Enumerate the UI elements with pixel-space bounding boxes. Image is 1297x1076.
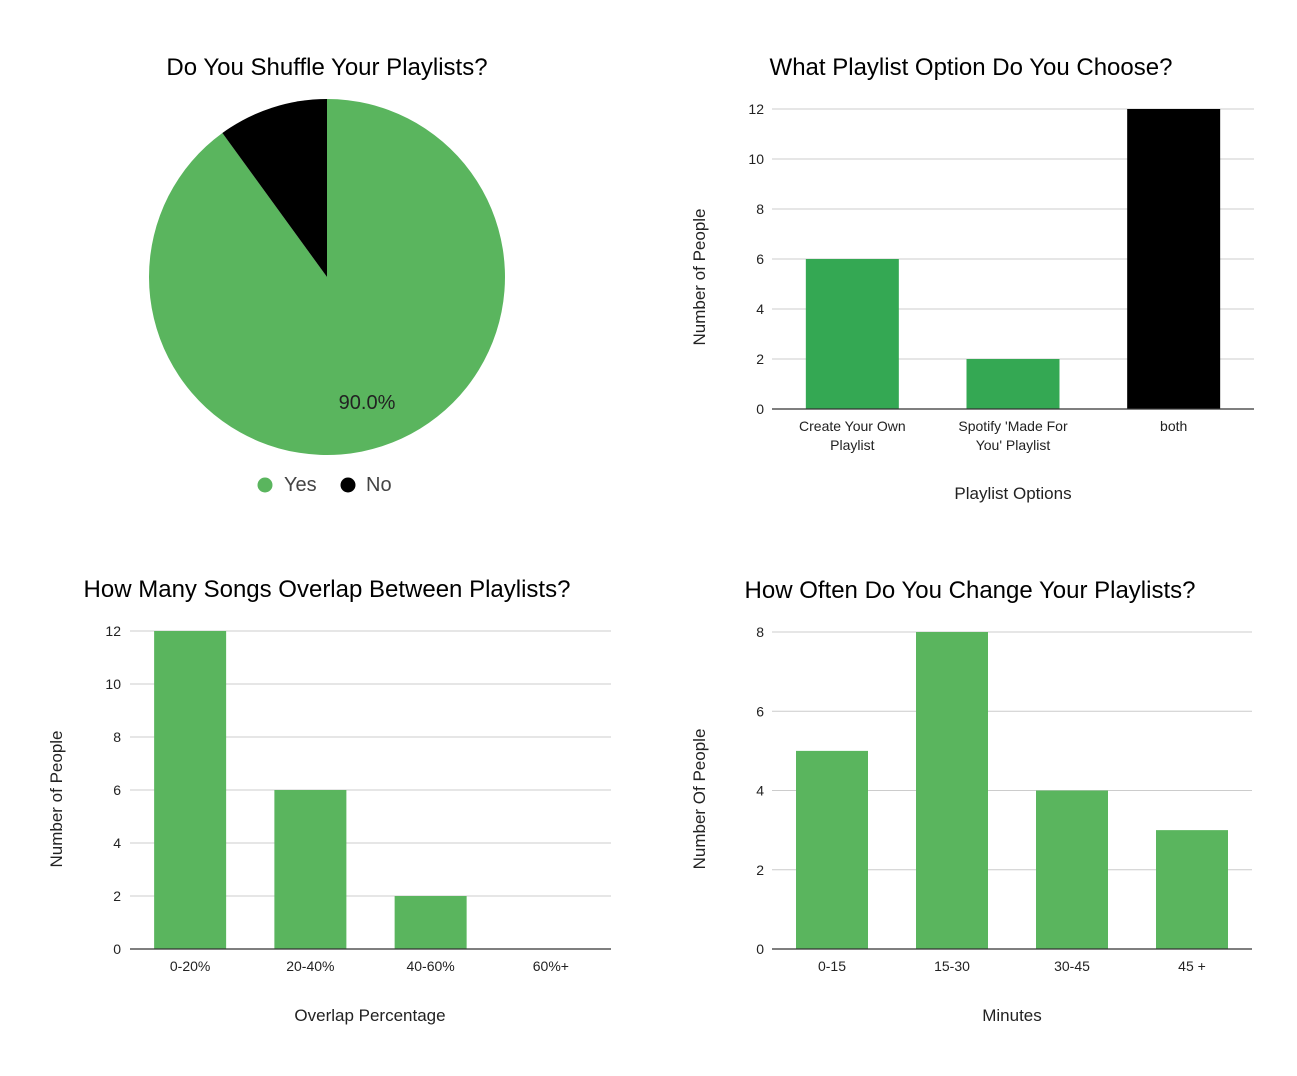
pie-chart-shuffle: Do You Shuffle Your Playlists? 90.0% Yes… [148,54,505,496]
bars [805,109,1221,409]
bar-spotify-made-for-you-playlist [966,359,1060,409]
y-tick-labels: 0 2 4 6 8 [756,624,764,957]
y-tick-label: 4 [756,301,764,317]
y-tick-label: 2 [113,888,121,904]
y-tick-label: 10 [105,676,121,692]
y-tick-label: 2 [756,351,764,367]
y-axis-title: Number of People [47,730,66,867]
bar-45 [1156,830,1228,950]
pie-legend: Yes No [257,474,392,496]
y-tick-label: 8 [756,201,764,217]
bars [154,631,467,949]
x-category-label: 0-15 [818,958,846,974]
y-axis-title: Number of People [690,208,709,345]
legend-label-yes: Yes [284,474,317,496]
y-tick-labels: 0 2 4 6 8 10 12 [105,623,121,957]
x-category-label: 40-60% [406,958,454,974]
x-category-label: 45 + [1178,958,1206,974]
bars [796,632,1228,950]
pie-slice-yes [148,99,505,455]
pie-slice-label-yes: 90.0% [339,392,396,414]
y-tick-label: 0 [756,401,764,417]
bar-both [1127,109,1221,409]
bar-15-30 [916,632,988,949]
x-category-label: 20-40% [286,958,334,974]
bar-chart-playlist-option: What Playlist Option Do You Choose? Numb… [690,54,1254,503]
pie-slices [148,99,505,455]
gridlines [772,631,1252,871]
y-tick-label: 6 [113,782,121,798]
bar-40-60 [394,896,467,949]
bar-chart-song-overlap: How Many Songs Overlap Between Playlists… [47,576,611,1025]
x-category-label: 60%+ [533,958,569,974]
bar-0-20 [154,631,227,949]
y-tick-labels: 0 2 4 6 8 10 12 [748,101,764,417]
x-axis-title: Minutes [982,1006,1042,1025]
y-tick-label: 0 [113,941,121,957]
legend-dot-no [340,477,356,493]
x-category-label: both [1160,418,1187,434]
y-tick-label: 6 [756,703,764,719]
y-tick-label: 4 [756,783,764,799]
y-tick-label: 8 [113,729,121,745]
y-tick-label: 2 [756,862,764,878]
y-tick-label: 4 [113,835,121,851]
x-category-label: 15-30 [934,958,970,974]
x-category-labels: 0-20% 20-40% 40-60% 60%+ [170,958,569,974]
y-tick-label: 12 [748,101,764,117]
x-category-label: 0-20% [170,958,210,974]
bar-30-45 [1036,790,1108,949]
bar-create-your-own-playlist [805,259,899,409]
y-tick-label: 8 [756,624,764,640]
x-axis-title: Playlist Options [954,484,1071,503]
y-tick-label: 6 [756,251,764,267]
x-category-labels: 0-15 15-30 30-45 45 + [818,958,1206,974]
x-axis-title: Overlap Percentage [294,1006,445,1025]
x-category-label: Create Your Own Playlist [799,418,906,453]
pie-chart-title: Do You Shuffle Your Playlists? [166,54,487,81]
bar-chart-title: How Often Do You Change Your Playlists? [745,577,1196,604]
bar-20-40 [274,790,347,949]
bar-chart-change-frequency: How Often Do You Change Your Playlists? … [690,577,1252,1025]
x-category-labels: Create Your Own Playlist Spotify 'Made For… [799,418,1187,453]
y-tick-label: 10 [748,151,764,167]
bar-chart-title: How Many Songs Overlap Between Playlists… [84,576,571,603]
bar-0-15 [796,750,868,950]
x-category-label: Spotify 'Made For You' Playlist [958,418,1068,453]
y-tick-label: 0 [756,941,764,957]
y-tick-label: 12 [105,623,121,639]
y-axis-title: Number Of People [690,729,709,870]
legend-label-no: No [366,474,392,496]
legend-dot-yes [257,477,273,493]
bar-chart-title: What Playlist Option Do You Choose? [770,54,1173,81]
pie-slice-no [222,99,327,277]
x-category-label: 30-45 [1054,958,1090,974]
